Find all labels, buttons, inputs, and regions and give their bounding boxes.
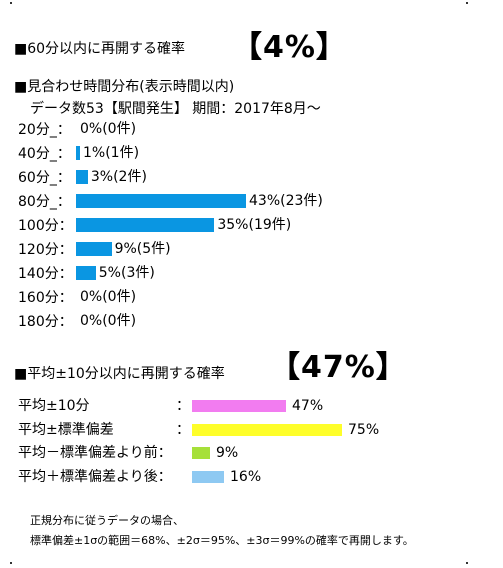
distribution-row: 20分_： <box>18 118 78 140</box>
distribution-bar <box>76 266 96 280</box>
distribution-row: 120分： <box>18 238 78 260</box>
distribution-value: 0%(0件) <box>80 289 137 305</box>
distribution-bar <box>76 218 215 232</box>
stat-value: 75% <box>348 422 380 438</box>
distribution-row: 180分： <box>18 310 78 332</box>
stat-bar <box>192 471 224 483</box>
distribution-value: 35%(19件) <box>217 217 292 233</box>
distribution-row: 40分_： <box>18 142 78 164</box>
stat-row-colon: ： <box>176 398 190 414</box>
distribution-bar <box>76 194 246 208</box>
stat-bar <box>192 400 286 412</box>
distribution-row-label: 80分_： <box>18 194 71 210</box>
stat-bar <box>192 447 210 459</box>
distribution-row: 140分： <box>18 262 78 284</box>
stat-row-label: 平均±10分 <box>18 398 90 414</box>
stat-bar <box>192 424 342 436</box>
distribution-value: 1%(1件) <box>83 145 140 161</box>
distribution-value: 9%(5件) <box>114 241 171 257</box>
distribution-value: 3%(2件) <box>90 169 147 185</box>
distribution-row-label: 60分_： <box>18 170 71 186</box>
distribution-row: 60分_： <box>18 166 78 188</box>
corner-dot <box>10 562 12 564</box>
section-title-distribution: ■見合わせ時間分布(表示時間以内) <box>14 79 235 95</box>
distribution-row-label: 20分_： <box>18 122 71 138</box>
stat-value: 47% <box>292 398 324 414</box>
distribution-value: 5%(3件) <box>98 265 155 281</box>
stat-row-label: 平均－標準偏差より前： <box>18 445 172 461</box>
corner-dot <box>10 2 12 4</box>
distribution-bar <box>76 170 88 184</box>
distribution-row: 80分_： <box>18 190 78 212</box>
stat-row-colon: ： <box>176 422 190 438</box>
distribution-bar <box>76 146 80 160</box>
distribution-value: 43%(23件) <box>249 193 323 209</box>
probability-60min: 【4%】 <box>232 30 347 65</box>
distribution-row-label: 40分_： <box>18 146 71 162</box>
stat-value: 16% <box>230 469 262 485</box>
distribution-row: 100分： <box>18 214 78 236</box>
probability-avg10: 【47%】 <box>270 350 407 385</box>
section-title-avg10: ■平均±10分以内に再開する確率 <box>14 366 225 382</box>
distribution-row-label: 100分： <box>18 218 73 234</box>
stat-row-label: 平均±標準偏差 <box>18 422 114 438</box>
distribution-row: 160分： <box>18 286 78 308</box>
distribution-row-label: 120分： <box>18 242 73 258</box>
note-line-2: 標準偏差±1σの範囲＝68%、±2σ＝95%、±3σ＝99%の確率で再開します。 <box>30 534 414 547</box>
stat-value: 9% <box>216 445 239 461</box>
stat-row-label: 平均＋標準偏差より後： <box>18 469 172 485</box>
distribution-row-label: 180分： <box>18 314 73 330</box>
corner-dot <box>466 562 468 564</box>
section-title-60min: ■60分以内に再開する確率 <box>14 41 186 57</box>
corner-dot <box>466 2 468 4</box>
distribution-row-label: 140分： <box>18 266 73 282</box>
distribution-subtitle: データ数53【駅間発生】 期間：2017年8月〜 <box>30 101 321 117</box>
distribution-row-label: 160分： <box>18 290 73 306</box>
note-line-1: 正規分布に従うデータの場合、 <box>30 514 184 527</box>
distribution-bar <box>76 242 112 256</box>
distribution-value: 0%(0件) <box>80 313 137 329</box>
distribution-value: 0%(0件) <box>80 121 137 137</box>
